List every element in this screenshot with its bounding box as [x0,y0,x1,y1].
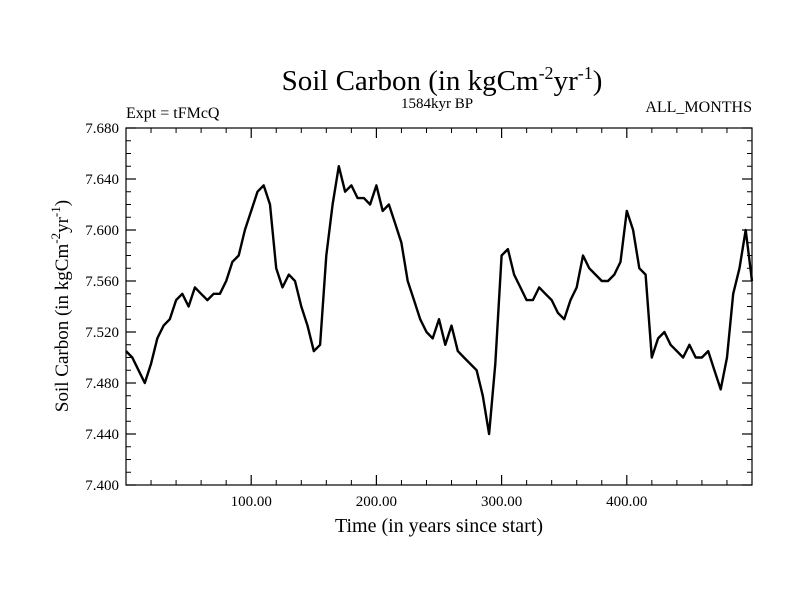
subtitle-center: 1584kyr BP [401,96,473,112]
y-axis-label: Soil Carbon (in kgCm-2yr-1) [48,200,73,412]
x-tick-label: 400.00 [606,494,647,510]
series-line-soil-carbon [125,165,754,436]
y-tick-label: 7.560 [85,274,119,290]
subtitle-left: Expt = tFMcQ [126,105,220,122]
x-tick-label: 200.00 [356,494,397,510]
plot-frame [125,127,753,486]
x-tick-label: 300.00 [481,494,522,510]
y-tick-label: 7.680 [85,121,119,137]
y-tick-label: 7.520 [85,325,119,341]
x-axis-label: Time (in years since start) [335,515,543,537]
y-tick-label: 7.480 [85,376,119,392]
x-tick-label: 100.00 [231,494,272,510]
y-tick-label: 7.640 [85,172,119,188]
x-axis-ticks: 100.00 200.00 300.00 400.00 [150,128,728,510]
y-tick-label: 7.440 [85,427,119,443]
subtitle-right: ALL_MONTHS [645,99,752,116]
y-tick-label: 7.600 [85,223,119,239]
chart-title: Soil Carbon (in kgCm-2yr-1) [282,63,603,97]
y-axis-ticks: 7.400 7.440 7.480 7.520 7.560 7.600 7.640 7.680 [85,121,752,494]
y-tick-label: 7.400 [85,478,119,494]
